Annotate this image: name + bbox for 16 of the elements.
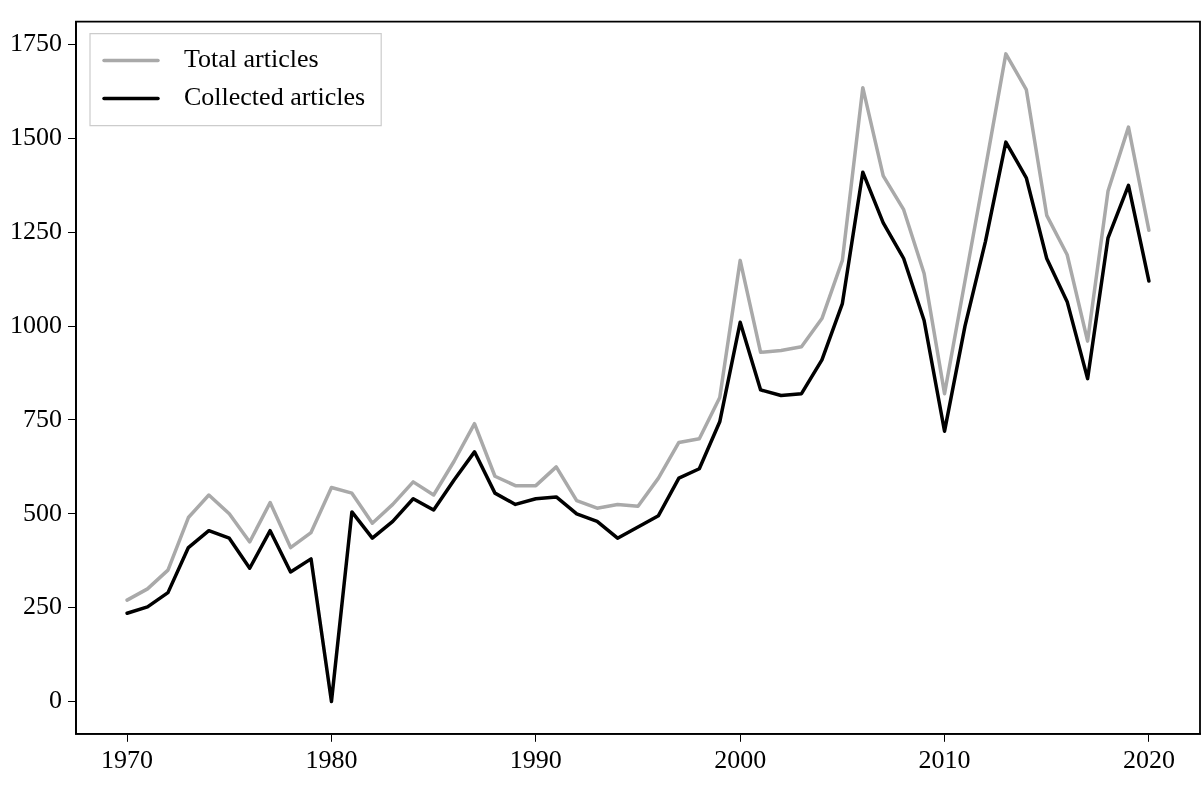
y-tick-label: 0 bbox=[49, 685, 62, 715]
legend-label: Total articles bbox=[184, 44, 319, 74]
x-tick-label: 1980 bbox=[305, 745, 358, 775]
y-tick-label: 250 bbox=[23, 591, 62, 621]
x-tick-label: 2020 bbox=[1122, 745, 1175, 775]
x-tick-label: 2000 bbox=[714, 745, 767, 775]
x-tick-label: 2010 bbox=[918, 745, 971, 775]
y-tick-label: 1750 bbox=[10, 28, 62, 58]
legend-label: Collected articles bbox=[184, 82, 366, 112]
y-tick-label: 1500 bbox=[10, 122, 62, 152]
x-tick-label: 1970 bbox=[101, 745, 154, 775]
y-tick-label: 750 bbox=[23, 403, 62, 433]
y-tick-label: 500 bbox=[23, 497, 62, 527]
y-tick-label: 1250 bbox=[10, 216, 62, 246]
x-tick-label: 1990 bbox=[509, 745, 562, 775]
y-tick-label: 1000 bbox=[10, 309, 62, 339]
